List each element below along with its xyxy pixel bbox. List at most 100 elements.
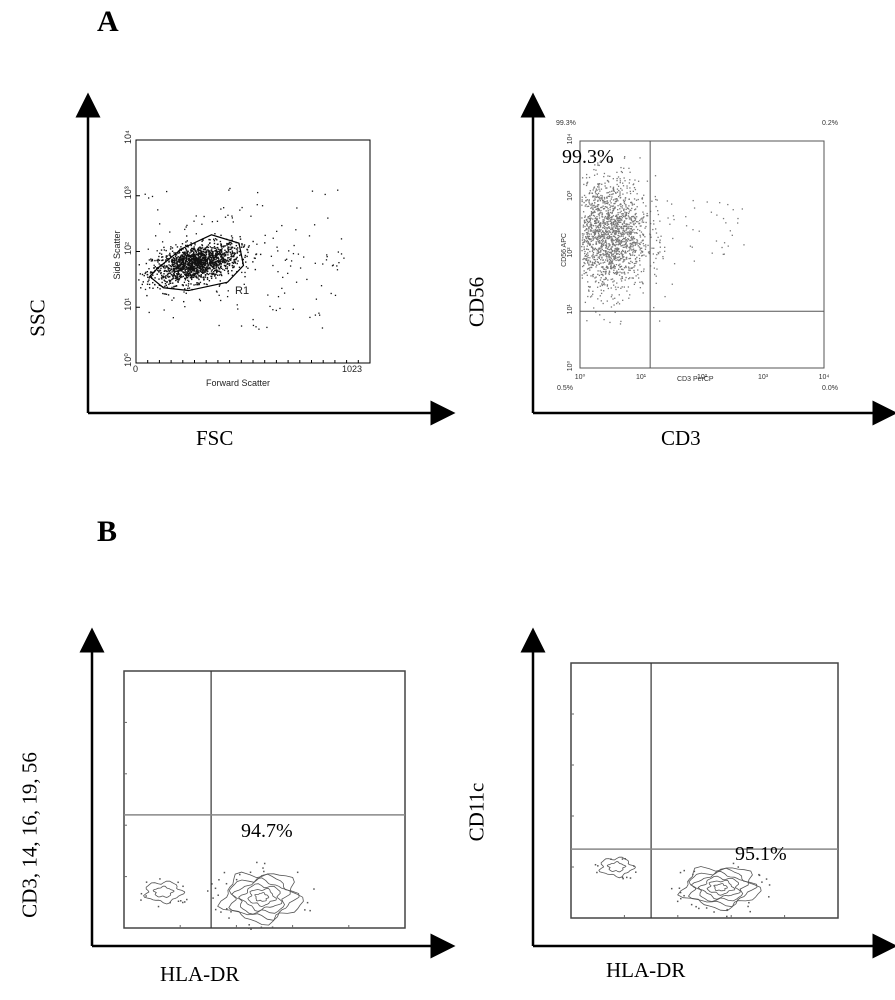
p1-event xyxy=(178,258,180,261)
p2-event xyxy=(602,202,604,204)
p2-event xyxy=(603,282,605,284)
p2-event xyxy=(629,262,631,265)
p2-event xyxy=(598,274,601,277)
p1-event xyxy=(219,251,221,253)
cd11c-hladr-plot-event xyxy=(705,907,708,909)
p2-event xyxy=(645,244,647,246)
p1-event xyxy=(208,280,211,282)
p1-event xyxy=(177,270,180,272)
p2-event xyxy=(586,248,588,250)
p1-event-sparse xyxy=(334,294,337,297)
p2-event xyxy=(627,272,629,274)
p1-event xyxy=(173,270,175,273)
lin-hladr-plot-event xyxy=(186,898,188,901)
p2-event xyxy=(601,213,604,215)
p1-event xyxy=(183,257,186,259)
p2-event xyxy=(606,284,609,286)
p2-event xyxy=(603,242,605,245)
lin-hladr-plot-event xyxy=(157,905,160,908)
p2-event xyxy=(598,208,600,210)
p2-event xyxy=(624,259,626,261)
p2-event xyxy=(608,256,611,258)
p1-event xyxy=(192,268,195,271)
p1-event xyxy=(152,281,154,284)
p1-event xyxy=(203,258,206,261)
p2-event xyxy=(606,216,608,218)
p2-event xyxy=(585,236,587,238)
p2-event xyxy=(642,239,644,242)
p1-event xyxy=(208,238,210,241)
p1-event-sparse xyxy=(314,262,316,264)
p1-event xyxy=(165,249,167,252)
p2-event xyxy=(598,188,600,190)
p1-event xyxy=(237,260,239,262)
p1-event xyxy=(179,261,181,264)
p1-event-sparse xyxy=(209,242,211,244)
p2-event xyxy=(584,239,586,242)
p1-event-sparse xyxy=(245,266,248,268)
p1-event xyxy=(215,269,217,272)
p2-event xyxy=(621,223,624,226)
p1-event xyxy=(240,246,243,248)
p1-event-sparse xyxy=(185,226,187,228)
p2-event xyxy=(615,200,617,203)
p2-event xyxy=(613,226,615,228)
cd11c-hladr-plot-event xyxy=(692,873,694,876)
p2-event xyxy=(593,187,595,189)
p2-event xyxy=(585,232,588,234)
p1-event xyxy=(236,249,239,251)
p2-event xyxy=(642,234,645,237)
p1-event xyxy=(159,264,161,266)
p2-event xyxy=(618,264,620,267)
p1-event xyxy=(187,246,189,248)
p2-event xyxy=(608,257,610,259)
p1-event xyxy=(202,239,204,241)
p1-event-sparse xyxy=(289,265,292,267)
cd3-cd56-frame xyxy=(579,140,825,369)
p2-event xyxy=(610,233,612,236)
p1-event xyxy=(194,263,196,265)
cd11c-hladr-plot-event xyxy=(698,907,700,910)
p1-event xyxy=(148,268,150,270)
p1-event xyxy=(184,269,186,272)
p2-event xyxy=(628,250,630,252)
p2-event xyxy=(586,245,588,247)
p1-event xyxy=(175,265,177,267)
p1-event xyxy=(220,234,222,237)
p1-event xyxy=(171,259,174,262)
p2-event xyxy=(626,211,628,214)
p1-event xyxy=(210,258,213,260)
fsc-ssc-frame xyxy=(135,139,371,364)
p2-event xyxy=(612,253,614,255)
p1-event xyxy=(190,278,193,281)
p1-event xyxy=(220,250,223,252)
p2-event xyxy=(600,198,603,200)
p2-event xyxy=(587,221,590,224)
p1-event-sparse xyxy=(187,279,189,281)
p2-event xyxy=(609,263,611,265)
p2-event xyxy=(597,270,599,272)
p2-event xyxy=(613,304,615,306)
p1-event xyxy=(178,273,180,276)
p1-event xyxy=(219,254,221,256)
p2-event xyxy=(601,280,604,283)
p2-event xyxy=(600,229,602,231)
cd11c-hladr-plot-event xyxy=(748,901,750,904)
p1-event xyxy=(160,256,163,258)
p2-event xyxy=(625,223,627,225)
lin-hladr-plot-event xyxy=(260,926,263,929)
p2-event-sparse xyxy=(669,223,671,225)
p2-event xyxy=(599,242,601,244)
p2-event xyxy=(596,258,598,261)
p2-event xyxy=(599,241,601,243)
p1-event-sparse xyxy=(240,325,243,327)
p2-event xyxy=(587,205,590,207)
p1-event xyxy=(189,269,191,272)
p1-event xyxy=(212,254,214,257)
p1-event xyxy=(175,258,178,260)
p1-event xyxy=(190,244,192,247)
p2-event xyxy=(611,267,613,269)
p2-event-sparse xyxy=(743,244,745,246)
p1-event xyxy=(180,254,183,256)
p2-event xyxy=(626,192,628,194)
